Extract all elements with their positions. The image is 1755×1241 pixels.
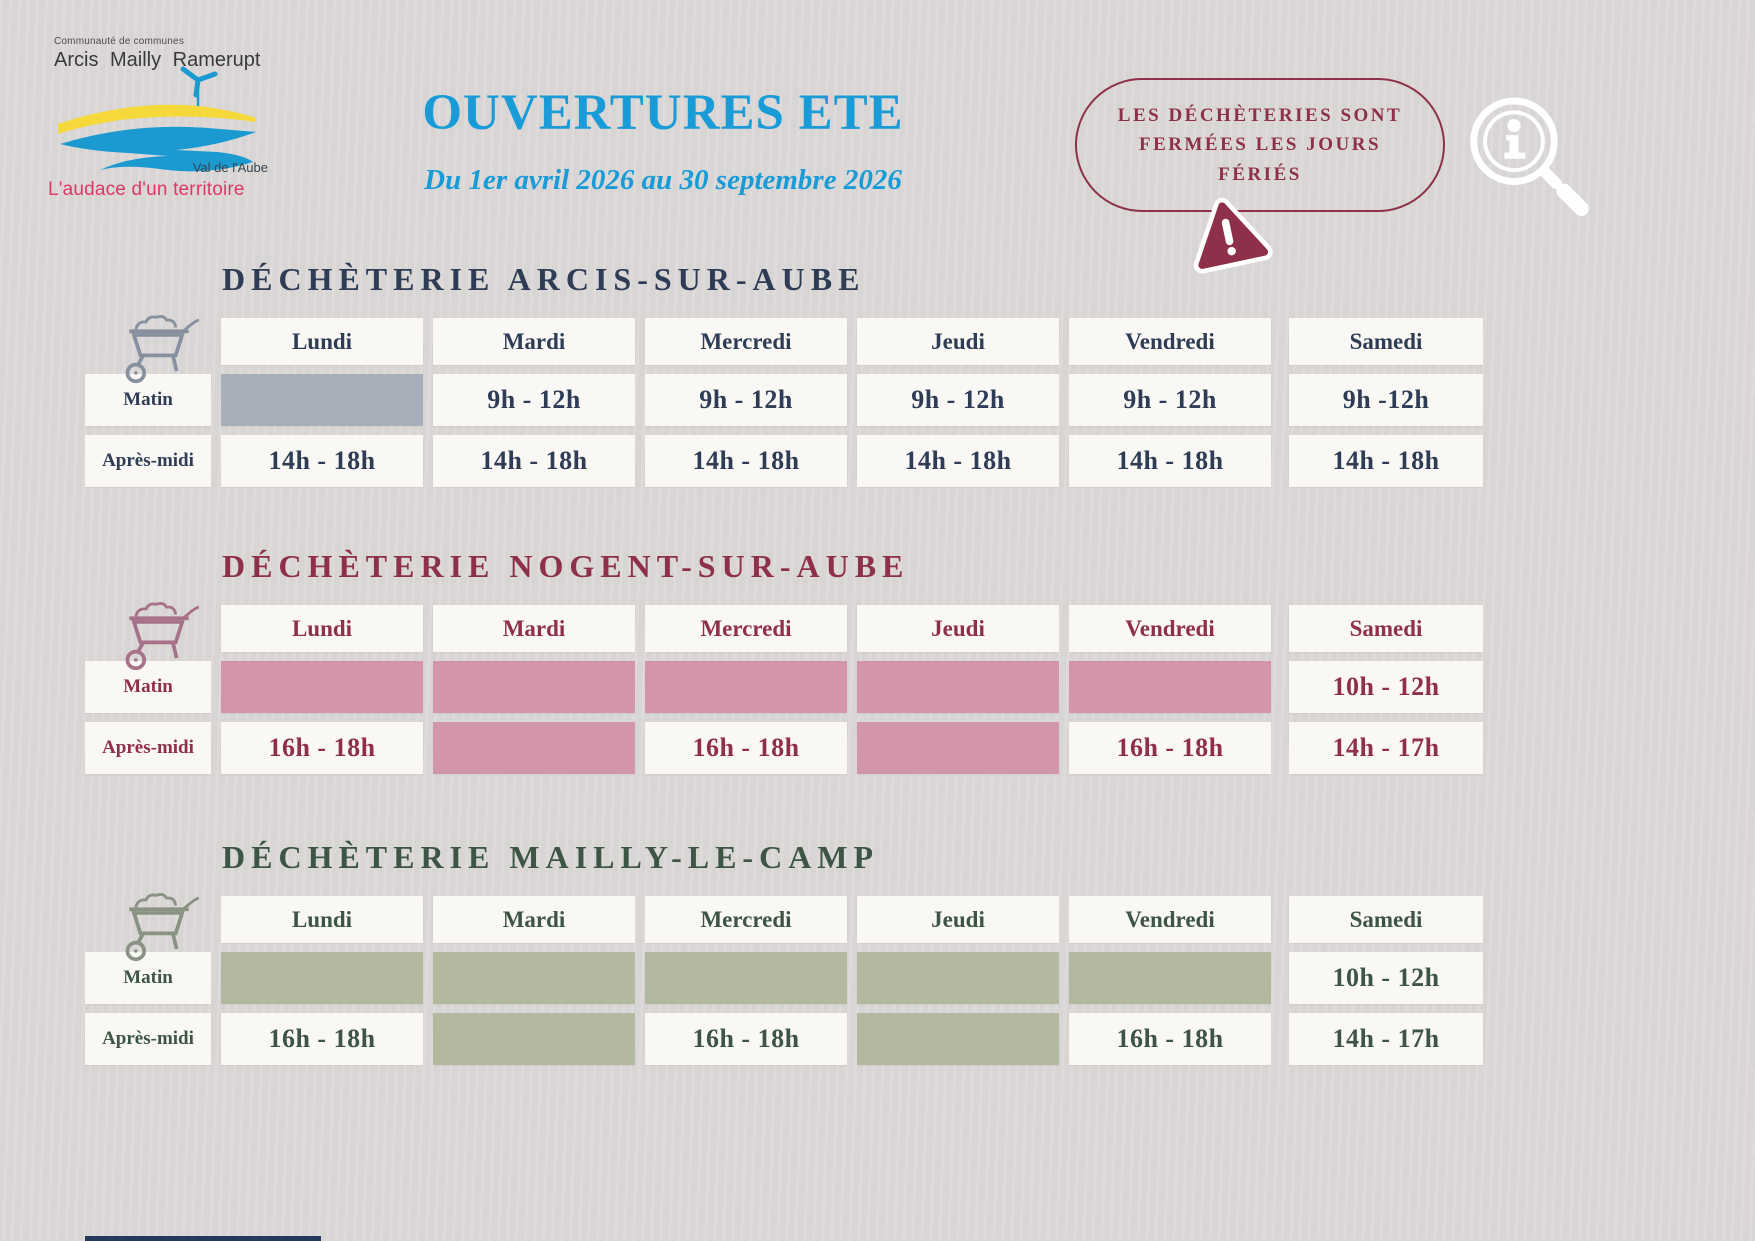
day-header-mardi: Mardi: [433, 896, 635, 943]
hours-table-nogent: Lundi Mardi Mercredi Jeudi Vendredi Same…: [85, 605, 1755, 774]
logo-tagline: L'audace d'un territoire: [48, 179, 245, 200]
section-title-nogent: DÉCHÈTERIE NOGENT-SUR-AUBE: [222, 548, 910, 584]
time-cell: [1069, 661, 1271, 713]
time-cell: 14h - 18h: [1069, 435, 1271, 487]
time-cell: [433, 661, 635, 713]
time-cell: 16h - 18h: [1069, 722, 1271, 774]
time-cell: [857, 952, 1059, 1004]
time-cell: 14h - 18h: [1289, 435, 1483, 487]
time-cell: [645, 952, 847, 1004]
hours-table-mailly: Lundi Mardi Mercredi Jeudi Vendredi Same…: [85, 896, 1755, 1065]
time-cell: 9h - 12h: [433, 374, 635, 426]
time-cell: 16h - 18h: [645, 1013, 847, 1065]
day-header-samedi: Samedi: [1289, 605, 1483, 652]
day-header-lundi: Lundi: [221, 896, 423, 943]
time-cell: 14h - 18h: [645, 435, 847, 487]
dechetterie-section-nogent: DÉCHÈTERIE NOGENT-SUR-AUBE Lundi Mardi M…: [0, 545, 1755, 774]
time-cell: [857, 1013, 1059, 1065]
time-cell: 9h - 12h: [1069, 374, 1271, 426]
time-cell: [433, 1013, 635, 1065]
day-header-mercredi: Mercredi: [645, 318, 847, 365]
holiday-notice: LES DÉCHÈTERIES SONT FERMÉES LES JOURS F…: [1075, 78, 1445, 212]
time-cell: [857, 661, 1059, 713]
day-header-jeudi: Jeudi: [857, 318, 1059, 365]
day-header-mardi: Mardi: [433, 605, 635, 652]
day-header-samedi: Samedi: [1289, 896, 1483, 943]
time-cell: 16h - 18h: [1069, 1013, 1271, 1065]
time-cell: 9h - 12h: [645, 374, 847, 426]
community-logo: Communauté de communes Arcis Mailly Rame…: [48, 36, 278, 201]
time-cell: 14h - 17h: [1289, 722, 1483, 774]
wheelbarrow-icon: [125, 315, 200, 384]
logo-region-text: Val de l'Aube: [192, 160, 268, 175]
page-header: OUVERTURES ETE Du 1er avril 2026 au 30 s…: [422, 84, 903, 197]
time-cell: 14h - 18h: [221, 435, 423, 487]
time-cell: 14h - 18h: [433, 435, 635, 487]
time-cell: 16h - 18h: [645, 722, 847, 774]
day-header-lundi: Lundi: [221, 318, 423, 365]
logo-org-name: Arcis Mailly Ramerupt: [54, 49, 261, 71]
wheelbarrow-icon: [125, 893, 200, 962]
day-header-mercredi: Mercredi: [645, 605, 847, 652]
dechetterie-section-mailly: DÉCHÈTERIE MAILLY-LE-CAMP Lundi Mardi Me…: [0, 836, 1755, 1065]
time-cell: [433, 722, 635, 774]
time-cell: 14h - 18h: [857, 435, 1059, 487]
warning-triangle-icon: [1193, 197, 1273, 274]
info-magnifier-icon: [1470, 97, 1589, 217]
row-label-apres-midi: Après-midi: [85, 1013, 211, 1065]
page-subtitle: Du 1er avril 2026 au 30 septembre 2026: [424, 164, 902, 196]
day-header-vendredi: Vendredi: [1069, 605, 1271, 652]
section-title-arcis: DÉCHÈTERIE ARCIS-SUR-AUBE: [222, 261, 866, 297]
time-cell: [857, 722, 1059, 774]
time-cell: [221, 374, 423, 426]
day-header-samedi: Samedi: [1289, 318, 1483, 365]
logo-org-small-text: Communauté de communes: [54, 36, 185, 47]
row-label-apres-midi: Après-midi: [85, 435, 211, 487]
page-title: OUVERTURES ETE: [422, 85, 904, 141]
time-cell: 10h - 12h: [1289, 661, 1483, 713]
time-cell: 16h - 18h: [221, 722, 423, 774]
row-label-matin: Matin: [85, 952, 211, 1004]
time-cell: [221, 952, 423, 1004]
section-title-mailly: DÉCHÈTERIE MAILLY-LE-CAMP: [222, 839, 880, 875]
wheelbarrow-icon: [125, 602, 200, 671]
time-cell: [1069, 952, 1271, 1004]
day-header-lundi: Lundi: [221, 605, 423, 652]
wind-turbine-river-logo-icon: [58, 66, 256, 172]
time-cell: 16h - 18h: [221, 1013, 423, 1065]
time-cell: 9h -12h: [1289, 374, 1483, 426]
time-cell: [645, 661, 847, 713]
row-label-matin: Matin: [85, 661, 211, 713]
dechetterie-section-arcis: DÉCHÈTERIE ARCIS-SUR-AUBE Lundi Mardi Me…: [0, 258, 1755, 487]
day-header-jeudi: Jeudi: [857, 896, 1059, 943]
day-header-mardi: Mardi: [433, 318, 635, 365]
time-cell: 14h - 17h: [1289, 1013, 1483, 1065]
row-label-apres-midi: Après-midi: [85, 722, 211, 774]
cutoff-footer-band: [85, 1236, 321, 1241]
holiday-notice-text: LES DÉCHÈTERIES SONT FERMÉES LES JOURS F…: [1117, 104, 1403, 185]
day-header-jeudi: Jeudi: [857, 605, 1059, 652]
day-header-mercredi: Mercredi: [645, 896, 847, 943]
time-cell: 9h - 12h: [857, 374, 1059, 426]
day-header-vendredi: Vendredi: [1069, 896, 1271, 943]
row-label-matin: Matin: [85, 374, 211, 426]
time-cell: [221, 661, 423, 713]
day-header-vendredi: Vendredi: [1069, 318, 1271, 365]
time-cell: 10h - 12h: [1289, 952, 1483, 1004]
time-cell: [433, 952, 635, 1004]
hours-table-arcis: Lundi Mardi Mercredi Jeudi Vendredi Same…: [85, 318, 1755, 487]
